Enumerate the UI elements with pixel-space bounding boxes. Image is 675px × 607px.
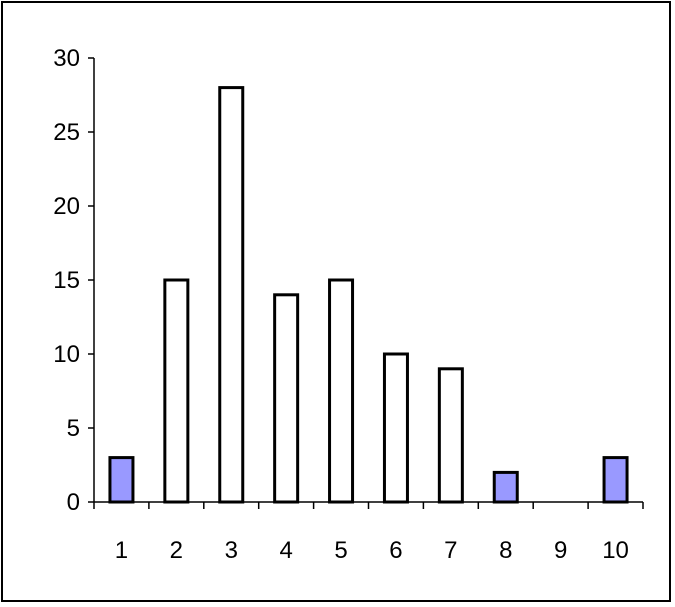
x-tick-label: 6: [389, 537, 402, 564]
y-tick-label: 0: [67, 489, 80, 516]
bar-5: [328, 278, 355, 504]
y-tick-label: 15: [53, 267, 80, 294]
x-axis: 1 2 3 4 5 6 7 8 9 10: [93, 501, 644, 564]
bars: [108, 86, 629, 504]
x-tick-label: 10: [602, 537, 629, 564]
x-tick-label: 9: [554, 537, 567, 564]
bar-8: [492, 470, 519, 504]
x-tick-label: 4: [279, 537, 292, 564]
y-axis: 0 5 10 15 20 25 30: [53, 45, 95, 516]
x-tick-label: 3: [225, 537, 238, 564]
bar-7: [437, 367, 464, 504]
bar-1: [108, 456, 135, 504]
x-tick-label: 1: [115, 537, 128, 564]
bar-3: [218, 86, 245, 504]
y-tick-label: 25: [53, 119, 80, 146]
bar-4: [273, 293, 300, 504]
bar-2: [163, 278, 190, 504]
x-tick-label: 8: [499, 537, 512, 564]
x-tick-label: 5: [334, 537, 347, 564]
x-tick-label: 7: [444, 537, 457, 564]
x-tick-label: 2: [170, 537, 183, 564]
y-tick-label: 10: [53, 341, 80, 368]
y-tick-label: 30: [53, 45, 80, 72]
y-tick-label: 20: [53, 193, 80, 220]
bar-10: [602, 456, 629, 504]
bar-6: [382, 352, 409, 504]
y-tick-label: 5: [67, 415, 80, 442]
